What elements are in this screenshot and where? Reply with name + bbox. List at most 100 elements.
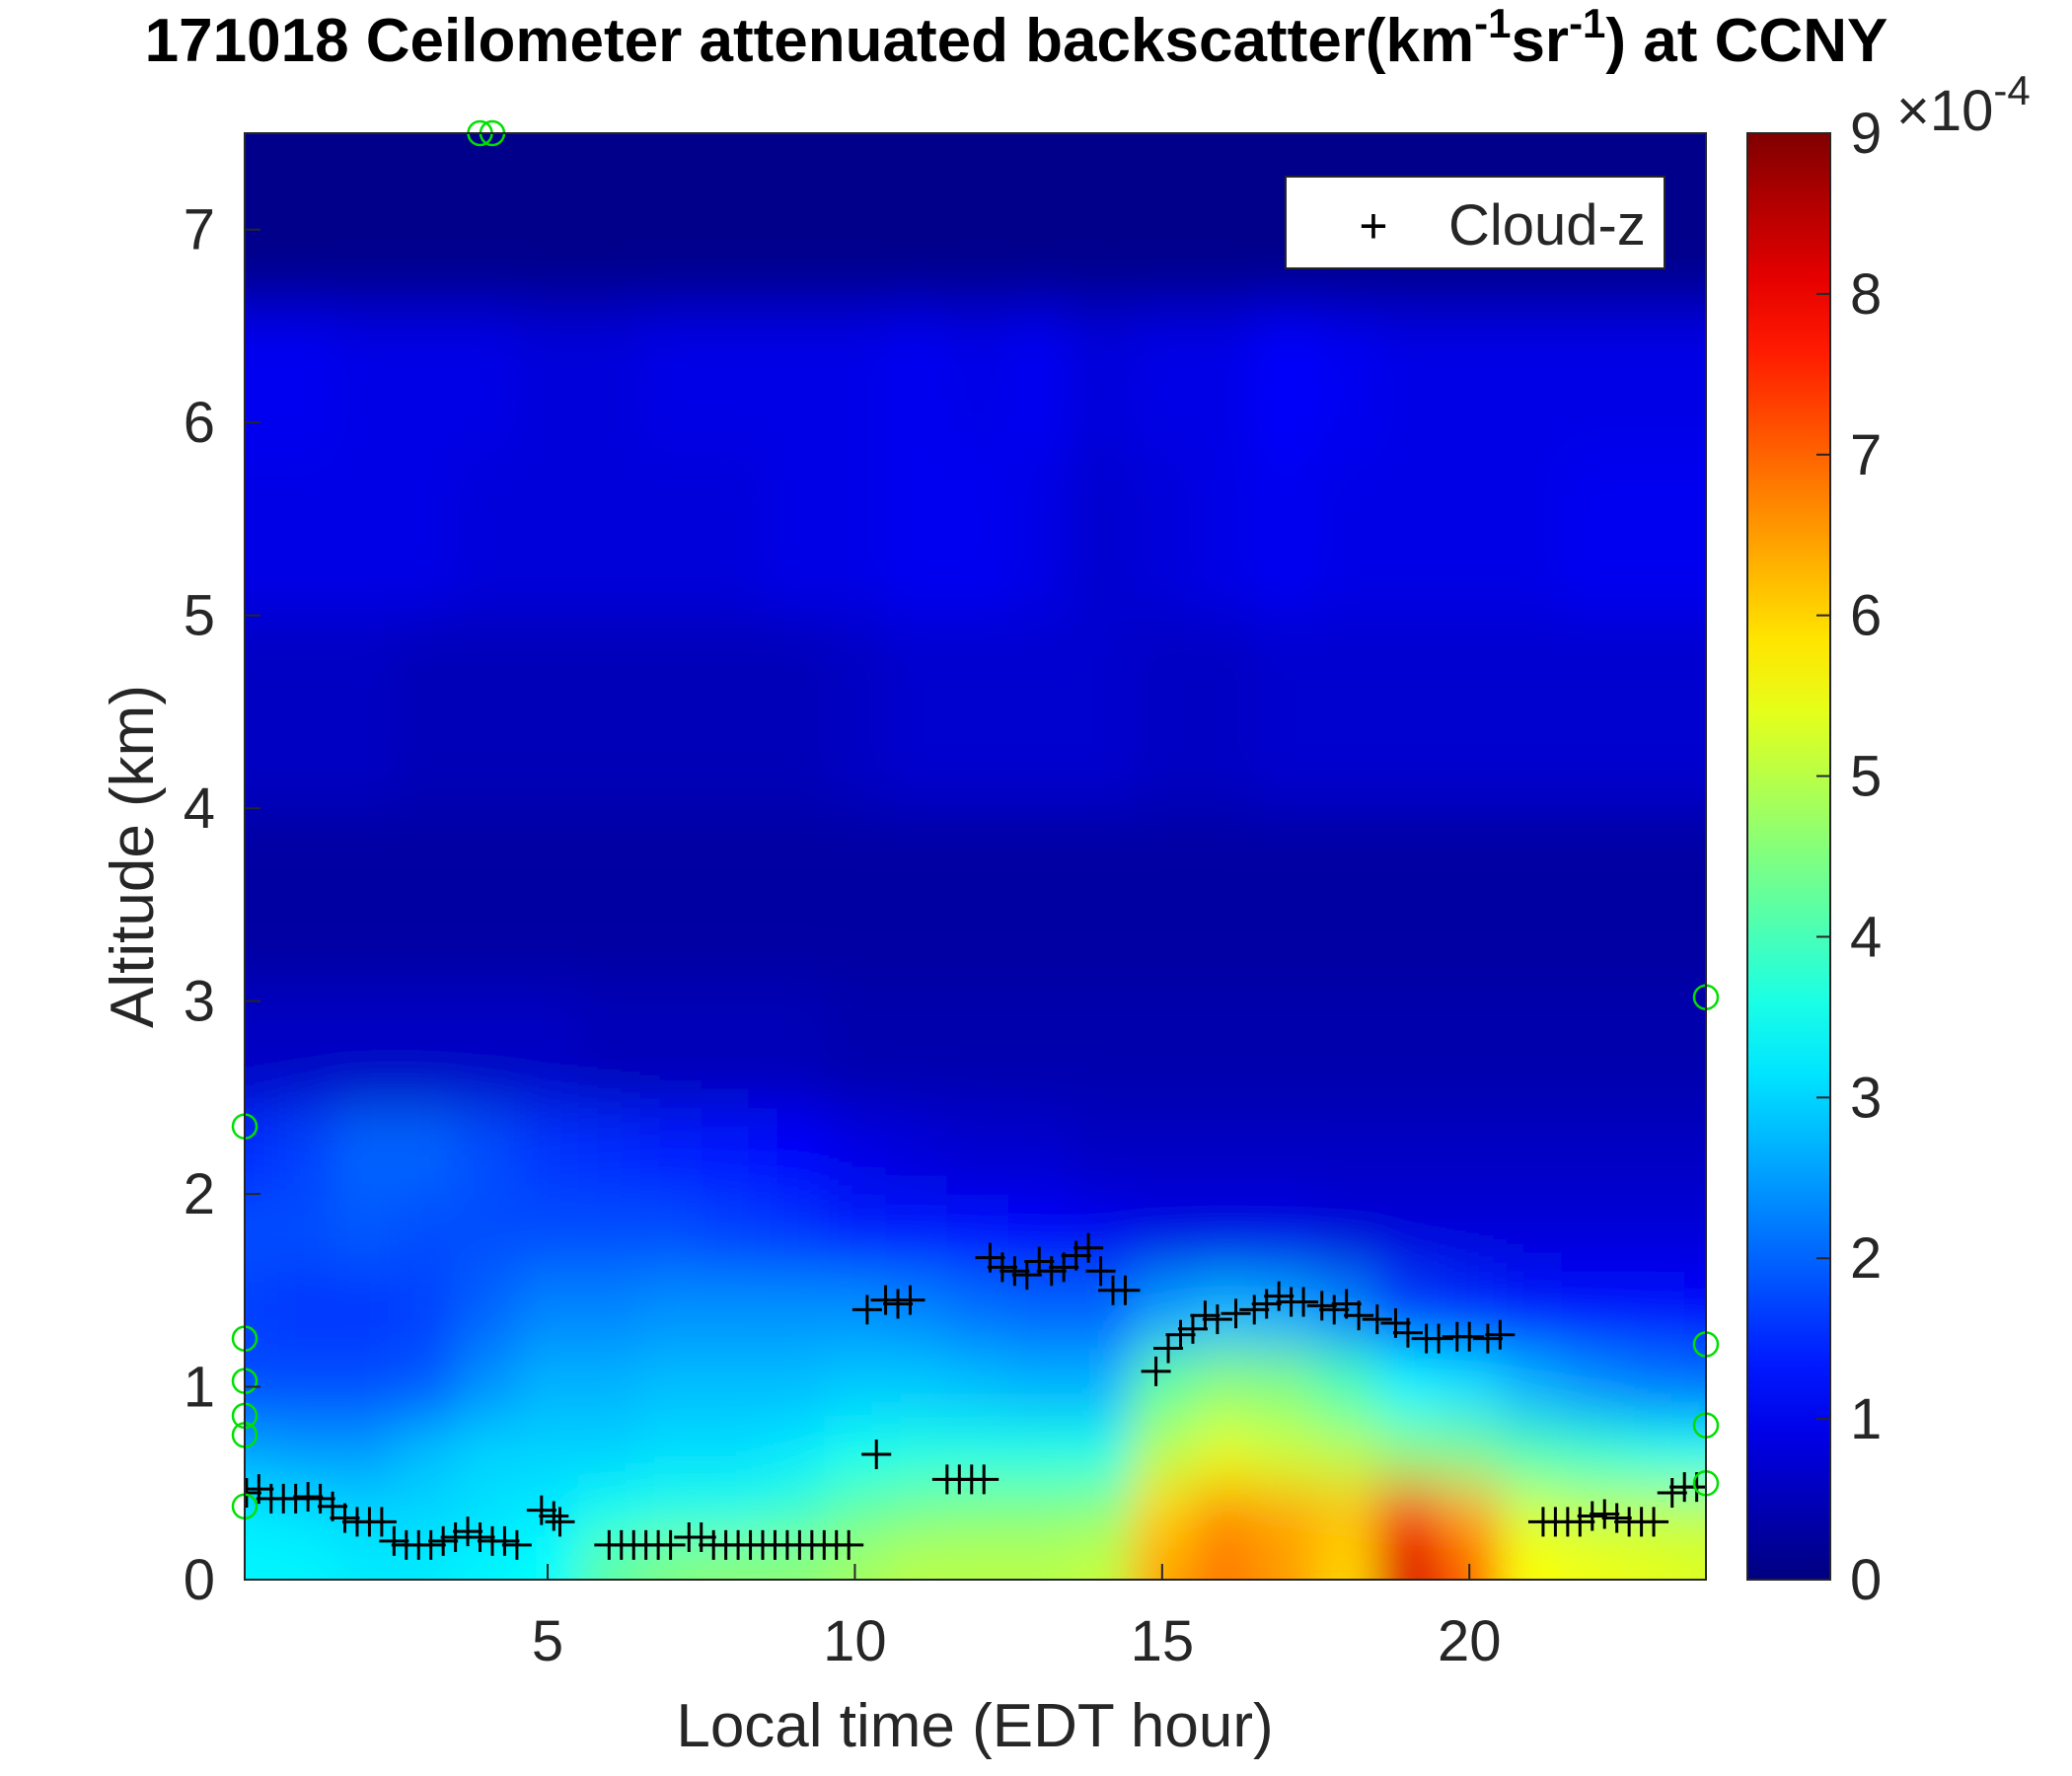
heatmap-cell	[1622, 615, 1686, 810]
cloud-z-point	[1601, 1503, 1632, 1533]
cloud-z-point	[1362, 1304, 1392, 1335]
cloud-z-point	[851, 1295, 882, 1325]
heatmap-cell	[701, 1420, 765, 1485]
colorbar-tick-label: 8	[1850, 262, 1882, 327]
heatmap-cell	[245, 808, 272, 984]
heatmap-cell	[333, 1536, 396, 1580]
heatmap-cell	[270, 1107, 334, 1196]
heatmap-cell	[245, 133, 272, 308]
y-tick-label: 1	[184, 1356, 215, 1420]
heatmap-cell	[1561, 1107, 1624, 1196]
heatmap-cell	[516, 133, 580, 308]
heatmap-cell	[1376, 1348, 1441, 1422]
heatmap-cell	[639, 982, 703, 1109]
heatmap-cell	[1192, 133, 1256, 308]
heatmap-cell	[1008, 306, 1072, 453]
heatmap-cell	[455, 808, 518, 984]
heatmap-cell	[824, 808, 887, 984]
heatmap-cell	[946, 1420, 1010, 1485]
heatmap-cell	[946, 306, 1010, 453]
heatmap-cell	[763, 1107, 826, 1196]
heatmap-cell	[1376, 1420, 1441, 1485]
heatmap-cell	[1684, 982, 1706, 1109]
heatmap-cell	[885, 808, 948, 984]
y-tick-label: 0	[184, 1548, 215, 1612]
cloud-z-point	[428, 1525, 459, 1556]
cloud-z-point	[379, 1525, 409, 1556]
x-tick-label: 15	[1131, 1609, 1195, 1673]
heatmap-cell	[1561, 615, 1624, 810]
cloud-z-point	[465, 1522, 495, 1552]
heatmap-cell	[394, 451, 457, 617]
heatmap-cell	[270, 133, 334, 308]
heatmap-cell	[763, 1420, 826, 1485]
heatmap-cell	[639, 451, 703, 617]
heatmap-cell	[763, 615, 826, 810]
heatmap-cell	[270, 808, 334, 984]
heatmap-cell	[1561, 808, 1624, 984]
y-tick-label: 2	[184, 1162, 215, 1226]
cloud-z-point	[1177, 1313, 1208, 1344]
heatmap-cell	[1439, 808, 1502, 984]
heatmap-cell	[1254, 982, 1317, 1109]
heatmap-cell	[885, 451, 948, 617]
heatmap-cell	[270, 1536, 334, 1580]
heatmap-cell	[946, 1271, 1010, 1350]
heatmap-cell	[1439, 615, 1502, 810]
heatmap-cell	[1315, 808, 1378, 984]
heatmap-cell	[1376, 808, 1441, 984]
heatmap-cell	[1439, 306, 1502, 453]
heatmap-cell	[1008, 133, 1072, 308]
cloud-z-point	[245, 1478, 261, 1509]
cloud-z-point	[293, 1481, 324, 1512]
heatmap-cell	[763, 982, 826, 1109]
heatmap-cell	[824, 615, 887, 810]
heatmap-cell	[1192, 306, 1256, 453]
heatmap-cell	[333, 1420, 396, 1485]
heatmap-cell	[245, 1483, 272, 1538]
heatmap-cell	[1439, 1348, 1502, 1422]
heatmap-cell	[1254, 1536, 1317, 1580]
heatmap-cell	[333, 1348, 396, 1422]
cloud-z-point	[1454, 1321, 1485, 1352]
heatmap-cell	[1500, 1348, 1563, 1422]
heatmap-cell	[516, 982, 580, 1109]
heatmap-cell	[455, 1536, 518, 1580]
heatmap-cell	[455, 451, 518, 617]
legend-marker: +	[1359, 198, 1387, 254]
heatmap-cell	[455, 1348, 518, 1422]
heatmap-cell	[824, 1107, 887, 1196]
cloud-z-point	[883, 1289, 914, 1319]
heatmap-cell	[1561, 306, 1624, 453]
cloud-z-point	[1239, 1295, 1270, 1325]
heatmap-cell	[1192, 982, 1256, 1109]
heatmap-cell	[455, 1271, 518, 1350]
heatmap-cell	[1376, 1483, 1441, 1538]
heatmap-cell	[333, 451, 396, 617]
heatmap-cell	[394, 306, 457, 453]
heatmap-cell	[824, 1194, 887, 1273]
heatmap-cell	[1315, 1536, 1378, 1580]
heatmap-cell	[1315, 306, 1378, 453]
heatmap-cell	[1500, 1420, 1563, 1485]
heatmap-cell	[516, 1194, 580, 1273]
heatmap-cell	[1131, 1194, 1194, 1273]
heatmap-cell	[333, 808, 396, 984]
heatmap	[245, 133, 1706, 1580]
cloud-z-point	[545, 1507, 575, 1537]
heatmap-cell	[701, 982, 765, 1109]
heatmap-cell	[578, 982, 641, 1109]
heatmap-cell	[1131, 133, 1194, 308]
heatmap-cell	[1622, 1536, 1686, 1580]
heatmap-cell	[885, 615, 948, 810]
cloud-z-point	[1565, 1507, 1595, 1537]
heatmap-cell	[578, 615, 641, 810]
cloud-z-point	[895, 1285, 925, 1315]
heatmap-cell	[270, 306, 334, 453]
heatmap-cell	[394, 982, 457, 1109]
heatmap-cell	[946, 615, 1010, 810]
cloud-z-point	[1424, 1323, 1454, 1354]
heatmap-cell	[763, 808, 826, 984]
heatmap-cell	[701, 808, 765, 984]
cloud-z-point	[686, 1522, 716, 1552]
